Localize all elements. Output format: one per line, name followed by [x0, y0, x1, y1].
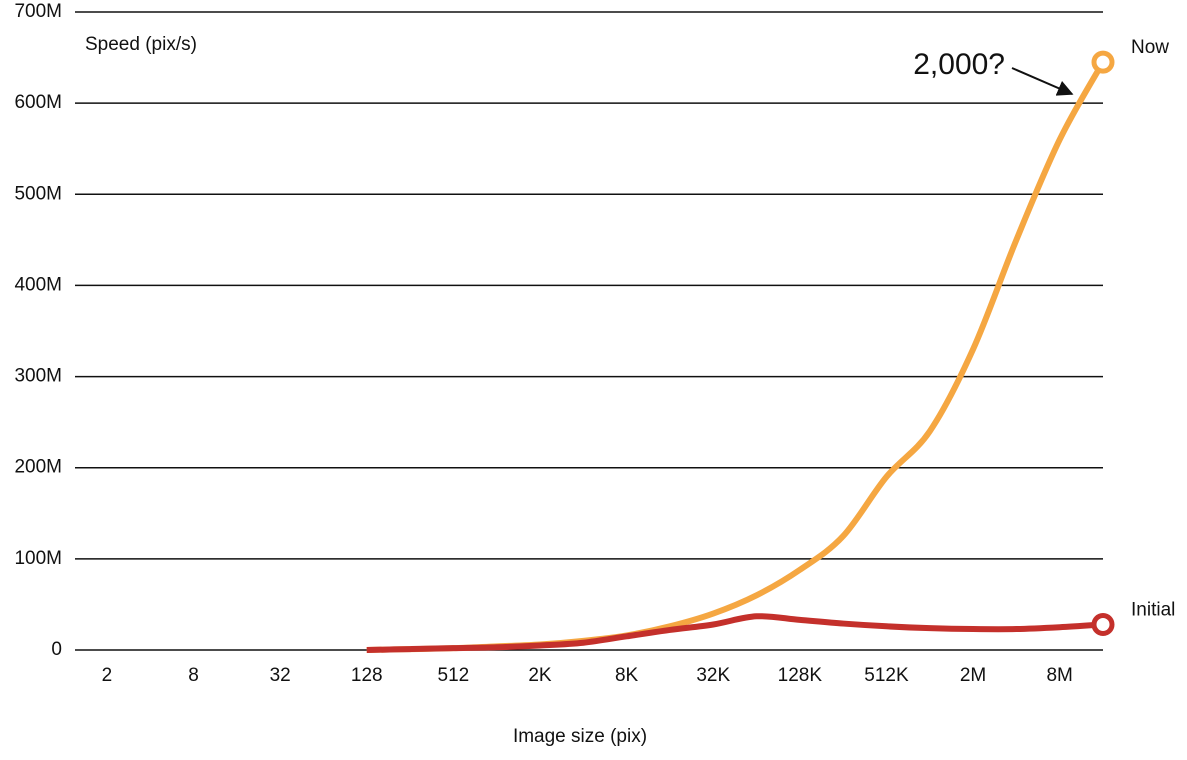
y-tick-label: 700M	[14, 1, 62, 22]
x-tick-label: 32K	[696, 665, 730, 686]
y-tick-label: 300M	[14, 366, 62, 387]
y-tick-label: 500M	[14, 183, 62, 204]
x-tick-label: 8M	[1046, 665, 1072, 686]
x-tick-label: 32	[270, 665, 291, 686]
annotation-arrow	[1011, 67, 1074, 96]
series-line	[366, 613, 1104, 653]
series-label: Now	[1131, 37, 1169, 58]
x-tick-label: 128K	[778, 665, 823, 686]
annotation: 2,000?	[913, 48, 1005, 81]
x-axis-label: Image size (pix)	[513, 726, 647, 747]
x-tick-label: 2M	[960, 665, 986, 686]
end-marker	[1091, 50, 1115, 74]
x-tick-label: 8	[188, 665, 199, 686]
x-tick-label: 512	[438, 665, 470, 686]
end-marker	[1091, 612, 1115, 636]
y-tick-label: 0	[51, 639, 62, 660]
series-label: Initial	[1131, 599, 1175, 620]
x-tick-label: 512K	[864, 665, 909, 686]
x-tick-label: 8K	[615, 665, 639, 686]
y-tick-label: 200M	[14, 457, 62, 478]
y-tick-label: 400M	[14, 274, 62, 295]
x-tick-label: 128	[351, 665, 383, 686]
x-tick-label: 2	[102, 665, 113, 686]
y-tick-label: 600M	[14, 92, 62, 113]
series-line	[366, 60, 1106, 653]
y-tick-label: 100M	[14, 548, 62, 569]
y-axis-label: Speed (pix/s)	[85, 34, 197, 55]
x-tick-label: 2K	[528, 665, 552, 686]
